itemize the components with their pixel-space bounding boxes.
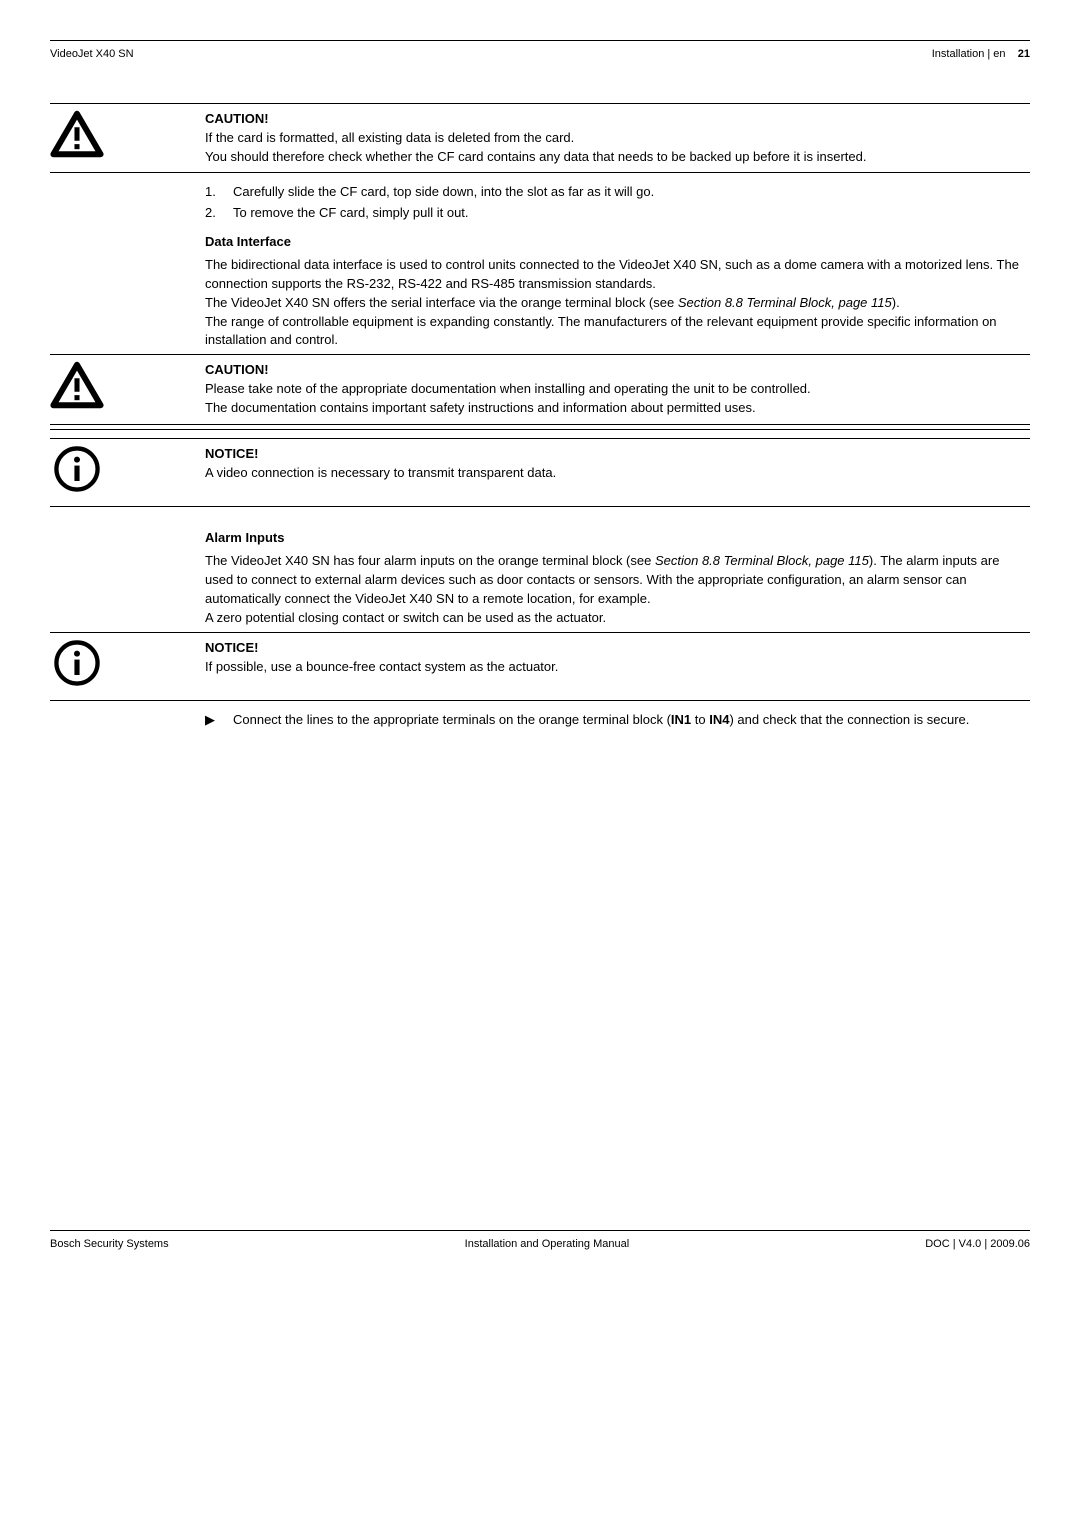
caution-block-1: CAUTION! If the card is formatted, all e… xyxy=(50,103,1030,174)
bullet-item: ▶ Connect the lines to the appropriate t… xyxy=(205,711,1025,730)
caution-triangle-icon xyxy=(50,110,104,158)
paragraph: The VideoJet X40 SN has four alarm input… xyxy=(205,552,1025,609)
footer-left: Bosch Security Systems xyxy=(50,1237,169,1253)
reference-link: Section 8.8 Terminal Block, page 115 xyxy=(655,553,869,568)
footer-right: DOC | V4.0 | 2009.06 xyxy=(925,1237,1030,1253)
separator xyxy=(50,429,1030,434)
text-span: The VideoJet X40 SN offers the serial in… xyxy=(205,295,678,310)
text-span: The VideoJet X40 SN has four alarm input… xyxy=(205,553,655,568)
caution-text: CAUTION! Please take note of the appropr… xyxy=(205,361,1030,418)
step-number: 1. xyxy=(205,183,233,202)
caution-line: If the card is formatted, all existing d… xyxy=(205,129,1030,148)
bullet-text: Connect the lines to the appropriate ter… xyxy=(233,711,969,730)
notice-heading: NOTICE! xyxy=(205,639,1030,658)
step-text: Carefully slide the CF card, top side do… xyxy=(233,183,654,202)
paragraph: A zero potential closing contact or swit… xyxy=(205,609,1025,628)
info-circle-icon xyxy=(50,445,104,493)
caution-heading: CAUTION! xyxy=(205,110,1030,129)
notice-text: NOTICE! A video connection is necessary … xyxy=(205,445,1030,501)
page-footer: Bosch Security Systems Installation and … xyxy=(50,1230,1030,1253)
steps-list: 1. Carefully slide the CF card, top side… xyxy=(205,183,1025,223)
paragraph: The range of controllable equipment is e… xyxy=(205,313,1025,351)
caution-line: You should therefore check whether the C… xyxy=(205,148,1030,167)
page-number: 21 xyxy=(1018,48,1030,60)
page-header: VideoJet X40 SN Installation | en 21 xyxy=(50,40,1030,69)
notice-block-2: NOTICE! If possible, use a bounce-free c… xyxy=(50,632,1030,702)
notice-heading: NOTICE! xyxy=(205,445,1030,464)
list-item: 1. Carefully slide the CF card, top side… xyxy=(205,183,1025,202)
notice-block-1: NOTICE! A video connection is necessary … xyxy=(50,438,1030,508)
icon-column xyxy=(50,361,205,409)
notice-body: If possible, use a bounce-free contact s… xyxy=(205,658,1030,677)
notice-text: NOTICE! If possible, use a bounce-free c… xyxy=(205,639,1030,695)
triangle-bullet-icon: ▶ xyxy=(205,711,233,730)
text-span: ) and check that the connection is secur… xyxy=(729,712,969,727)
info-circle-icon xyxy=(50,639,104,687)
icon-column xyxy=(50,445,205,493)
caution-text: CAUTION! If the card is formatted, all e… xyxy=(205,110,1030,167)
step-text: To remove the CF card, simply pull it ou… xyxy=(233,204,469,223)
caution-line: Please take note of the appropriate docu… xyxy=(205,380,1030,399)
text-span: ). xyxy=(892,295,900,310)
header-right-label: Installation | en xyxy=(932,48,1006,60)
icon-column xyxy=(50,110,205,158)
content-block: 1. Carefully slide the CF card, top side… xyxy=(50,183,1030,350)
footer-center: Installation and Operating Manual xyxy=(465,1237,630,1253)
step-number: 2. xyxy=(205,204,233,223)
paragraph: The bidirectional data interface is used… xyxy=(205,256,1025,294)
icon-column xyxy=(50,639,205,687)
reference-link: Section 8.8 Terminal Block, page 115 xyxy=(678,295,892,310)
header-right: Installation | en 21 xyxy=(932,47,1030,63)
caution-line: The documentation contains important saf… xyxy=(205,399,1030,418)
notice-body: A video connection is necessary to trans… xyxy=(205,464,1030,483)
data-interface-heading: Data Interface xyxy=(205,233,1025,252)
caution-triangle-icon xyxy=(50,361,104,409)
terminal-ref: IN1 xyxy=(671,712,691,727)
content-block: Alarm Inputs The VideoJet X40 SN has fou… xyxy=(50,511,1030,627)
list-item: 2. To remove the CF card, simply pull it… xyxy=(205,204,1025,223)
text-span: to xyxy=(691,712,709,727)
caution-heading: CAUTION! xyxy=(205,361,1030,380)
alarm-inputs-heading: Alarm Inputs xyxy=(205,529,1025,548)
terminal-ref: IN4 xyxy=(709,712,729,727)
paragraph: The VideoJet X40 SN offers the serial in… xyxy=(205,294,1025,313)
text-span: Connect the lines to the appropriate ter… xyxy=(233,712,671,727)
caution-block-2: CAUTION! Please take note of the appropr… xyxy=(50,354,1030,425)
content-block: ▶ Connect the lines to the appropriate t… xyxy=(50,711,1030,730)
header-left-text: VideoJet X40 SN xyxy=(50,47,134,63)
